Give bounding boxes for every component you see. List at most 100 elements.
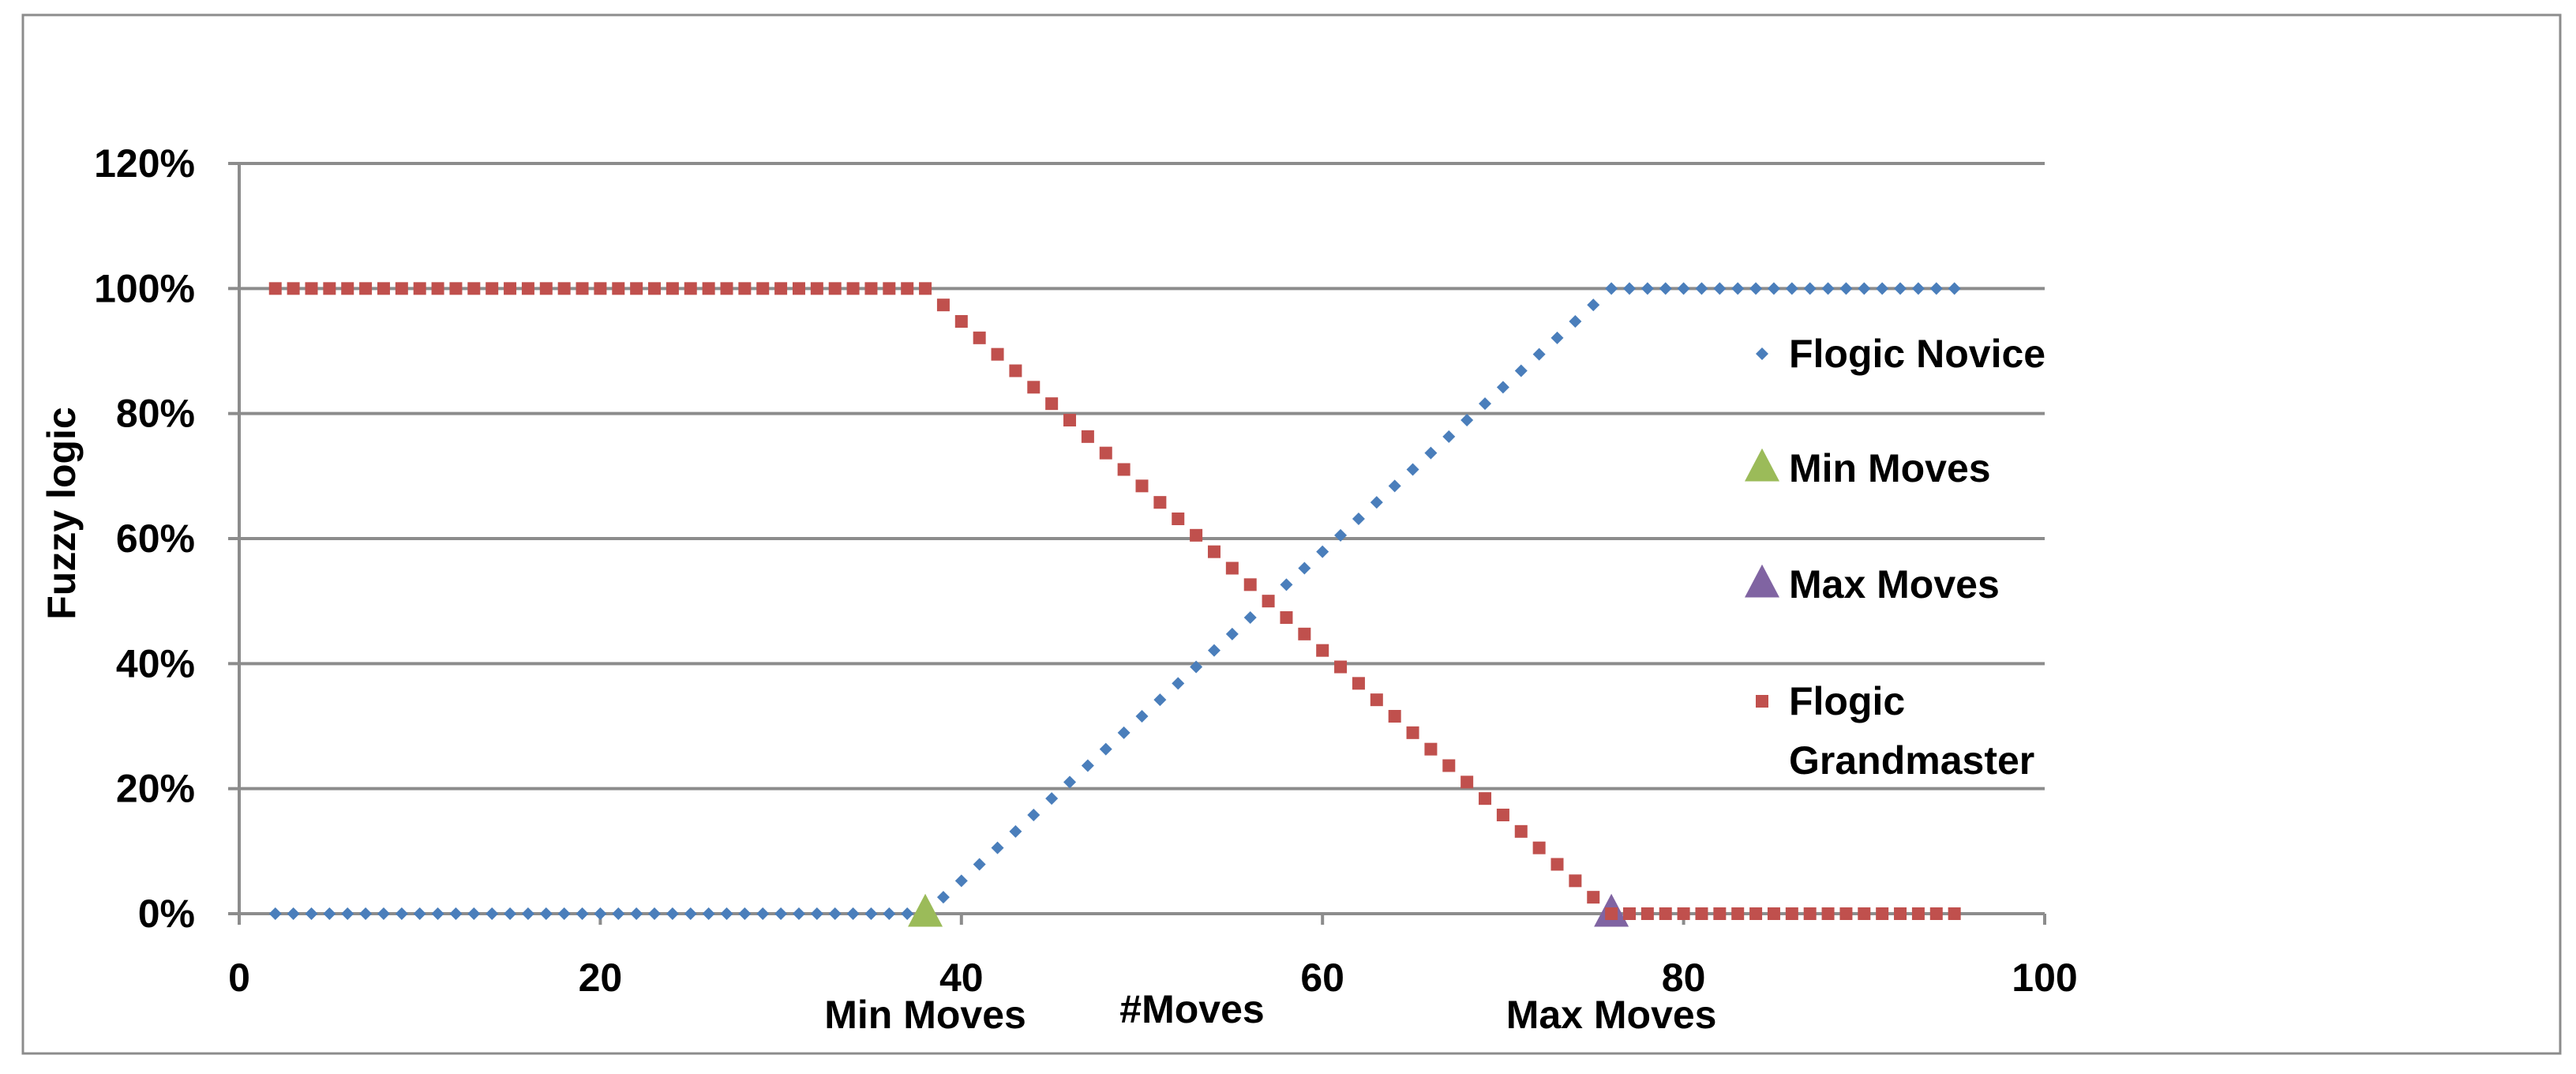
- data-point: [431, 907, 444, 920]
- data-point: [991, 841, 1004, 854]
- data-point: [323, 907, 336, 920]
- data-point: [1496, 381, 1509, 394]
- data-point: [648, 282, 662, 295]
- annotation-label: Max Moves: [1506, 993, 1717, 1037]
- data-point: [1858, 907, 1871, 920]
- data-point: [1334, 528, 1348, 542]
- data-point: [792, 282, 805, 295]
- data-point: [612, 907, 625, 920]
- data-point: [828, 282, 842, 295]
- data-point: [1713, 907, 1727, 920]
- data-point: [1821, 282, 1835, 295]
- data-point: [1262, 595, 1275, 608]
- data-point: [1099, 446, 1112, 460]
- data-point: [431, 282, 444, 295]
- legend-item: Min Moves: [1745, 446, 1991, 490]
- data-point: [395, 282, 408, 295]
- data-point: [1659, 282, 1672, 295]
- data-point: [1858, 282, 1871, 295]
- data-point: [1153, 496, 1167, 509]
- data-point: [1027, 381, 1041, 394]
- data-point: [738, 282, 752, 295]
- data-point: [864, 907, 878, 920]
- data-point: [919, 282, 932, 295]
- data-point: [1153, 693, 1167, 707]
- data-point: [1334, 660, 1348, 674]
- data-point: [1424, 742, 1438, 756]
- data-point: [576, 907, 589, 920]
- data-point: [1352, 677, 1365, 690]
- x-tick-label: 20: [579, 956, 623, 1000]
- data-point: [774, 907, 788, 920]
- data-point: [1045, 792, 1059, 806]
- data-point: [1695, 907, 1708, 920]
- data-point: [883, 282, 896, 295]
- data-point: [810, 282, 823, 295]
- data-point: [557, 907, 571, 920]
- data-point: [1388, 479, 1401, 493]
- data-point: [1803, 282, 1817, 295]
- data-point: [1731, 282, 1745, 295]
- data-point: [1749, 282, 1763, 295]
- data-point: [973, 331, 986, 344]
- data-point: [1640, 907, 1654, 920]
- data-point: [1280, 578, 1293, 591]
- x-tick-label: 100: [2012, 956, 2077, 1000]
- y-axis-label: Fuzzy logic: [39, 407, 84, 619]
- data-point: [1876, 282, 1889, 295]
- data-point: [359, 282, 373, 295]
- data-point: [792, 907, 805, 920]
- data-point: [486, 282, 499, 295]
- legend-label: Max Moves: [1789, 562, 2000, 606]
- data-point: [1081, 430, 1094, 443]
- data-point: [467, 282, 481, 295]
- y-tick-labels: 0% 20% 40% 60% 80% 100% 120%: [94, 141, 195, 936]
- data-point: [1514, 364, 1528, 377]
- data-point: [1749, 907, 1763, 920]
- data-point: [377, 282, 390, 295]
- data-point: [1009, 364, 1022, 377]
- legend-label: Grandmaster: [1789, 738, 2034, 783]
- data-point: [1063, 414, 1077, 426]
- data-point: [1424, 446, 1438, 460]
- data-point: [1587, 891, 1600, 904]
- data-point: [684, 907, 697, 920]
- data-point: [702, 282, 715, 295]
- data-point: [539, 907, 553, 920]
- data-point: [305, 282, 318, 295]
- data-point: [901, 907, 914, 920]
- data-point: [1587, 299, 1600, 312]
- data-point: [1370, 496, 1383, 509]
- data-point: [1640, 282, 1654, 295]
- data-point: [1894, 282, 1907, 295]
- legend: Flogic Novice Min Moves Max Moves Flogic Gra…: [1745, 332, 2045, 783]
- data-point: [449, 282, 463, 295]
- data-point: [1713, 282, 1727, 295]
- data-point: [1207, 545, 1221, 558]
- data-point: [1117, 463, 1131, 476]
- data-point: [666, 282, 679, 295]
- data-point: [1406, 463, 1419, 476]
- data-point: [1442, 430, 1456, 443]
- data-point: [1280, 611, 1293, 624]
- data-point: [1677, 907, 1690, 920]
- data-point: [612, 282, 625, 295]
- x-axis-label: #Moves: [1119, 987, 1264, 1031]
- data-point: [1063, 775, 1077, 789]
- y-tick-label: 20%: [116, 767, 195, 811]
- data-point: [1622, 282, 1636, 295]
- data-point: [1298, 561, 1311, 575]
- data-point: [1532, 347, 1546, 361]
- y-tick-label: 40%: [116, 641, 195, 685]
- data-point: [630, 907, 643, 920]
- data-point: [268, 282, 282, 295]
- data-point: [774, 282, 788, 295]
- data-point: [738, 907, 752, 920]
- legend-marker: [1745, 448, 1779, 482]
- data-point: [287, 907, 300, 920]
- data-point: [594, 282, 607, 295]
- y-tick-label: 0%: [138, 892, 195, 936]
- data-point: [504, 907, 517, 920]
- data-point: [846, 907, 860, 920]
